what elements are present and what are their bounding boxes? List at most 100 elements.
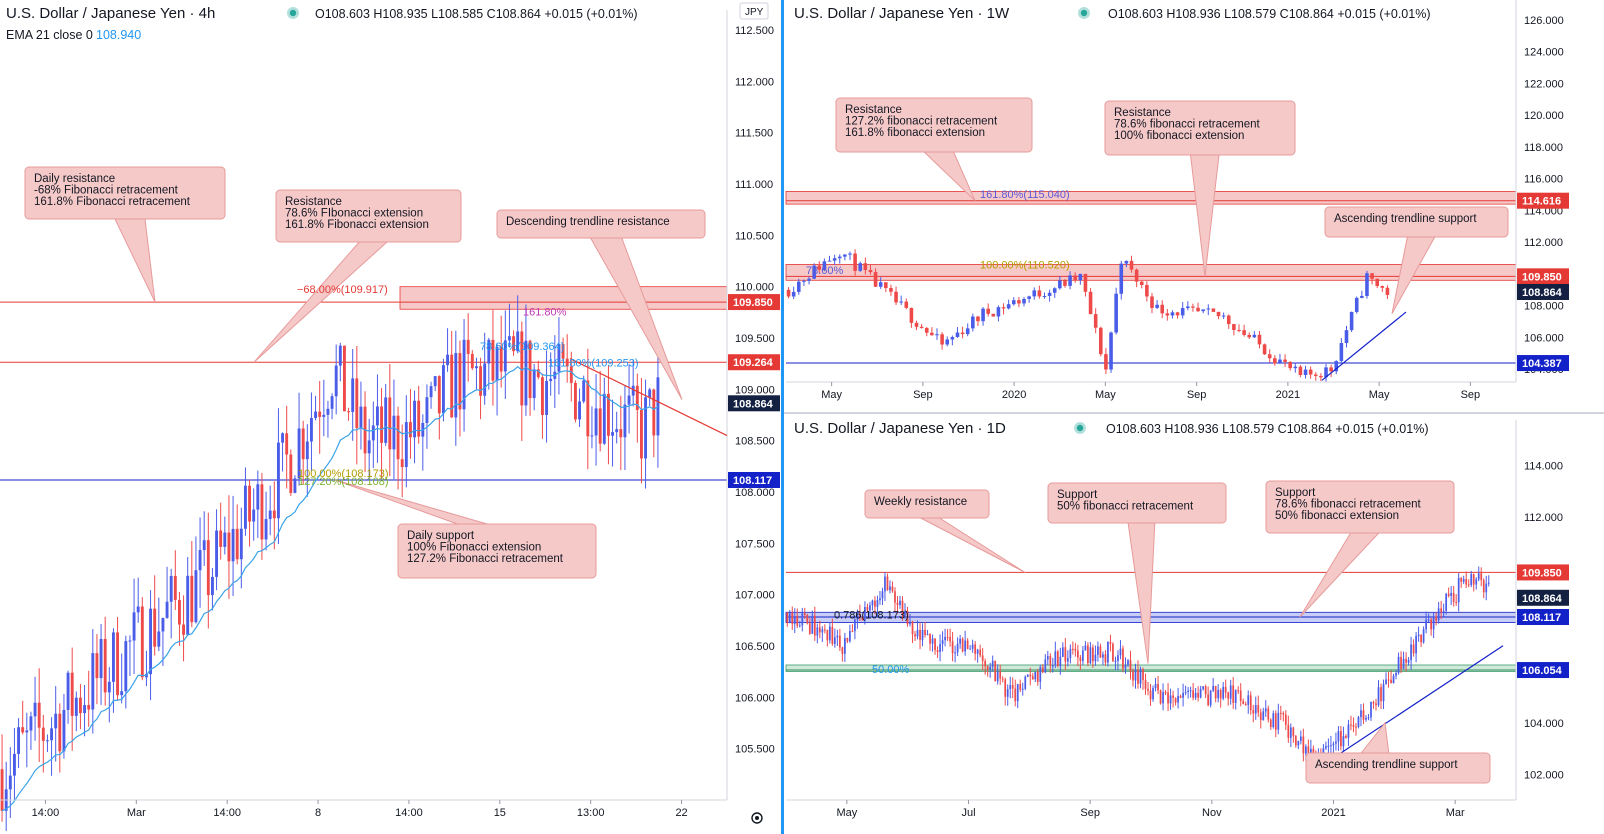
pw-price-tag-1 <box>1517 268 1569 285</box>
d1-live-dot <box>1076 424 1084 432</box>
w1-title: U.S. Dollar / Japanese Yen · 1W <box>794 5 1010 22</box>
pd-candle-body <box>843 637 846 654</box>
pd-candle-body <box>1214 686 1217 699</box>
pw-price-tag-label-1: 109.850 <box>1522 271 1562 283</box>
p4-candle-body <box>169 575 173 602</box>
pw-candle-body <box>1109 332 1113 370</box>
pd-candle-body <box>1460 577 1463 582</box>
p4-candle-body <box>223 532 227 547</box>
panel-divider-vertical[interactable] <box>781 0 784 834</box>
p4-candle-body <box>470 353 474 369</box>
pw-candle-body <box>945 339 950 345</box>
p4-candle-body <box>569 366 573 383</box>
pd-candle-body <box>874 600 876 607</box>
p4-candle-body <box>74 697 78 716</box>
pd-candle-body <box>1432 616 1435 630</box>
pd-candle-body <box>1239 690 1242 702</box>
pw-candle-body <box>832 258 837 261</box>
pd-candle-body <box>786 612 789 624</box>
pd-candle-body <box>836 635 839 638</box>
pd-candle-body <box>1189 690 1192 692</box>
pd-price-tag-label-0: 109.850 <box>1522 567 1562 579</box>
p4-candle-body <box>631 385 635 396</box>
pd-candle-body <box>1422 629 1425 643</box>
d1-callout-support-786-text: Support <box>1275 487 1316 499</box>
pd-candle-body <box>1036 671 1039 682</box>
pd-candle-body <box>1034 671 1037 680</box>
p4-candle-body <box>487 339 491 364</box>
pd-candle-body <box>1097 646 1099 655</box>
h4-callout-descending-text: Descending trendline resistance <box>506 216 670 228</box>
pd-candle-body <box>881 591 884 599</box>
pw-candle-body <box>1017 300 1021 304</box>
pd-y-tick-label: 104.000 <box>1524 718 1564 730</box>
h4-callout-resistance-box <box>275 189 462 243</box>
p4-candle-body <box>590 435 594 437</box>
p4-y-tick-label: 105.500 <box>735 744 775 756</box>
pd-candle-body <box>1222 686 1225 699</box>
pw-candle-body <box>965 328 970 335</box>
pw-candle-body <box>1278 359 1282 364</box>
p4-candle-body <box>248 485 252 522</box>
pw-candle-body <box>914 322 919 327</box>
p4-y-tick-label: 110.000 <box>735 282 774 294</box>
p4-candle-body <box>429 386 433 398</box>
pd-candle-body <box>1267 708 1270 720</box>
pd-x-tick-label: Nov <box>1202 807 1222 819</box>
pw-candle-body <box>1150 296 1154 308</box>
pd-candle-body <box>1427 619 1430 621</box>
settings-gear-icon[interactable] <box>751 812 763 824</box>
pd-candle-body <box>1177 695 1179 703</box>
currency-button[interactable] <box>739 2 769 20</box>
p4-candle-body <box>384 397 388 443</box>
w1-callout-resistance-2-text: Resistance <box>1114 107 1171 119</box>
pd-candle-body <box>1299 736 1302 741</box>
p4-x-tick-label: 14:00 <box>32 807 60 819</box>
pd-candle-body <box>1410 644 1412 660</box>
p4-candle-body <box>289 454 293 493</box>
p4-candle-body <box>644 397 648 459</box>
p4-candle-body <box>235 528 239 560</box>
p4-candle-body <box>578 401 582 420</box>
d1-callout-support-50-text: Support <box>1057 489 1098 501</box>
pd-candle-body <box>1387 679 1390 681</box>
w1-callout-resistance-1-text: 127.2% fibonacci retracement <box>845 116 998 128</box>
pd-candle-body <box>1259 712 1262 721</box>
pd-candle-body <box>821 629 824 633</box>
pw-candle-body <box>1063 280 1067 286</box>
pw-candle-body <box>884 282 888 289</box>
pd-candle-body <box>1006 689 1009 697</box>
pw-candle-body <box>1104 354 1108 370</box>
pd-candle-body <box>1142 669 1144 681</box>
p4-candle-body <box>437 376 441 414</box>
d1-fib-label: 50.00% <box>872 664 910 676</box>
pd-candle-body <box>1031 676 1034 680</box>
pw-candle-body <box>1313 374 1318 376</box>
pd-candle-body <box>1202 686 1205 689</box>
pd-candle-body <box>1397 656 1400 673</box>
pd-candle-body <box>1382 684 1385 702</box>
pd-candle-body <box>838 635 841 648</box>
pd-candle-body <box>1069 648 1072 659</box>
d1-callout-weekly-resistance-box <box>864 489 990 519</box>
pd-candle-body <box>1292 727 1295 736</box>
pw-candle-body <box>924 327 929 333</box>
panel-divider-horizontal[interactable] <box>784 412 1604 414</box>
pd-candle-body <box>1480 573 1483 581</box>
p4-candle-body <box>0 769 4 811</box>
pd-candle-body <box>986 666 989 670</box>
w1-callout-ascending-box <box>1324 206 1509 238</box>
p4-candle-body <box>29 716 33 731</box>
pd-candle-body <box>1199 688 1202 698</box>
pd-candle-body <box>801 613 804 626</box>
pd-candle-body <box>1380 687 1382 702</box>
pd-candle-body <box>1482 580 1485 593</box>
h4-callout-daily-resistance-box <box>24 166 226 220</box>
pw-candle-body <box>868 269 873 273</box>
pd-candle-body <box>1021 688 1024 690</box>
h4-title: U.S. Dollar / Japanese Yen · 4h <box>6 5 215 22</box>
pw-candle-body <box>1032 290 1037 297</box>
pd-candle-body <box>1247 695 1250 705</box>
p4-candle-body <box>301 428 305 460</box>
pd-candle-body <box>1470 574 1473 586</box>
